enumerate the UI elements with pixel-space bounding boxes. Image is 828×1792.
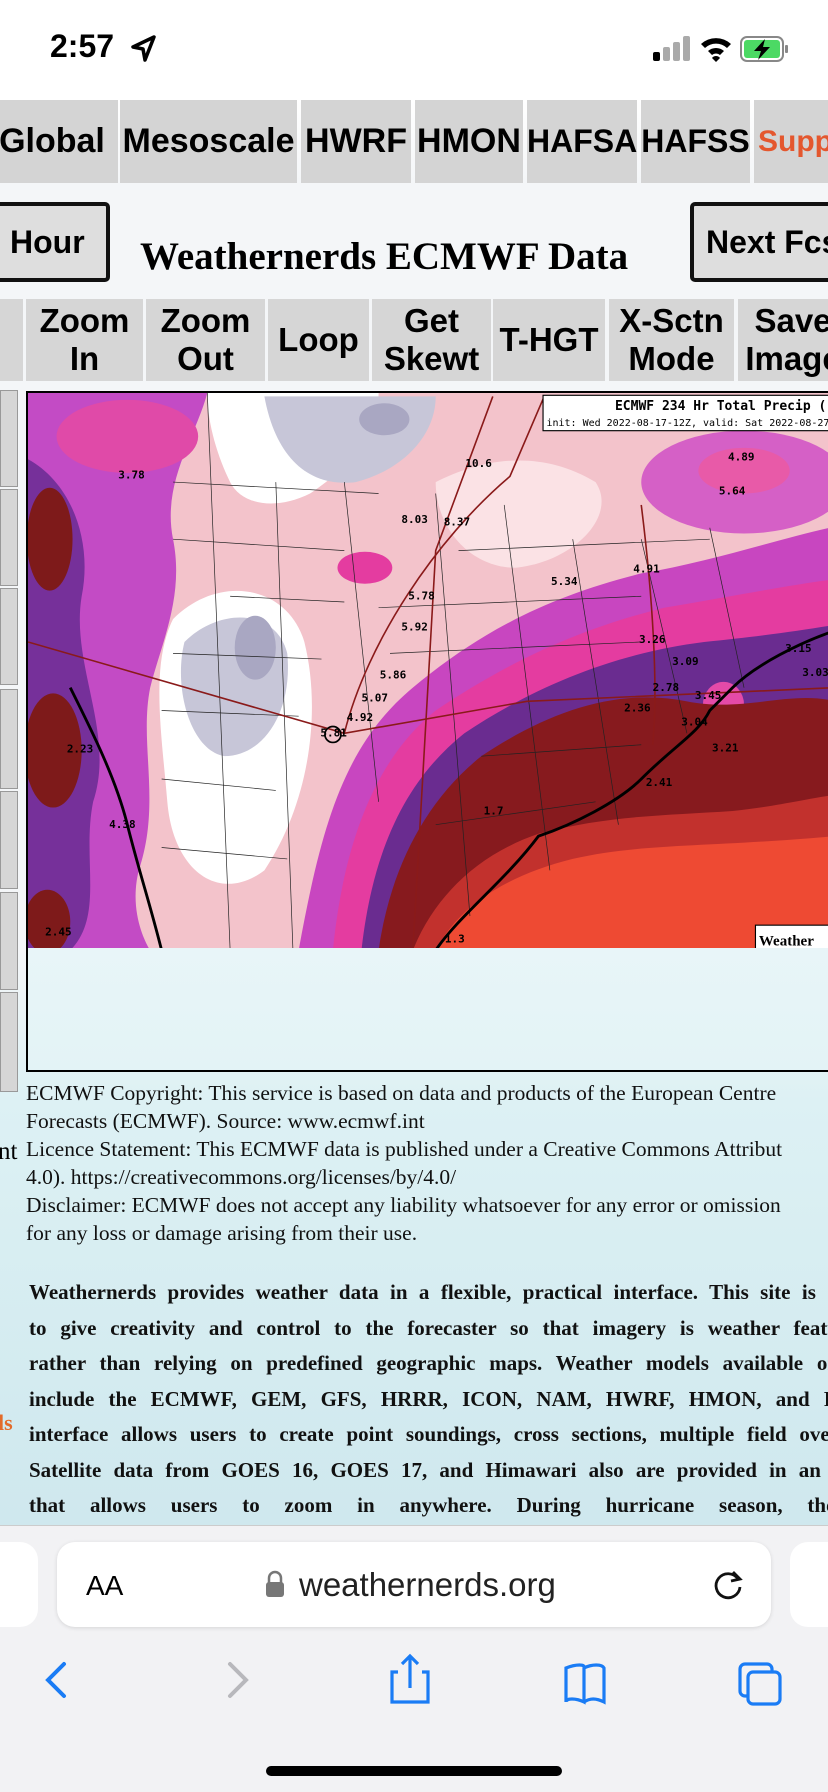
map-value-label: 8.37 (444, 515, 471, 528)
map-value-label: 3.04 (681, 715, 708, 728)
map-value-label: 5.86 (380, 669, 407, 682)
nav-tab[interactable]: Mesoscale (120, 100, 297, 183)
map-value-label: 3.26 (639, 633, 666, 646)
nav-tab[interactable]: HAFSS (641, 100, 750, 183)
nav-tab[interactable]: Supp (754, 100, 828, 183)
forward-button[interactable] (228, 1662, 249, 1698)
map-value-label: 5.81 (320, 727, 347, 740)
side-strip (0, 588, 18, 685)
tabs-button[interactable] (738, 1662, 782, 1706)
side-strip (0, 892, 18, 990)
description-line: that allows users to zoom in anywhere. D… (29, 1493, 828, 1517)
side-strip (0, 689, 18, 789)
map-value-label: 2.23 (67, 743, 94, 756)
nav-tab[interactable]: Global (0, 100, 118, 183)
reload-icon[interactable] (710, 1567, 746, 1603)
back-button[interactable] (45, 1662, 66, 1698)
page-title: Weathernerds ECMWF Data (140, 235, 629, 278)
notice-line: ECMWF Copyright: This service is based o… (26, 1081, 777, 1105)
url[interactable]: weathernerds.org (299, 1566, 556, 1603)
map-value-label: 3.09 (672, 655, 699, 668)
map-value-label: 8.03 (401, 513, 428, 526)
toolbar-button[interactable]: Save Image (738, 299, 828, 381)
map-value-label: 4.38 (109, 818, 136, 831)
notice-line: 4.0). https://creativecommons.org/licens… (26, 1165, 457, 1189)
notice-line: for any loss or damage arising from thei… (26, 1221, 418, 1245)
text-size-button[interactable]: AA (86, 1570, 124, 1601)
map-value-label: 3.21 (712, 742, 739, 755)
nav-tab[interactable]: HMON (415, 100, 523, 183)
map-subtitle: init: Wed 2022-08-17-12Z, valid: Sat 202… (546, 418, 828, 429)
description-line: interface allows users to create point s… (29, 1422, 828, 1446)
side-strip (0, 992, 18, 1092)
status-icons (653, 36, 788, 62)
side-fragment: nt (0, 1138, 18, 1165)
map-value-label: 10.6 (465, 457, 492, 470)
side-strip (0, 791, 18, 889)
toolbar-button[interactable]: Loop (268, 299, 369, 381)
home-indicator (266, 1766, 562, 1776)
description-line: Weathernerds provides weather data in a … (29, 1280, 828, 1304)
map-value-label: 3.45 (695, 689, 722, 702)
description-line: to give creativity and control to the fo… (29, 1315, 828, 1340)
map-value-label: 1.7 (484, 804, 504, 817)
toolbar-button[interactable]: X-Sctn Mode (609, 299, 734, 381)
map-value-label: 1.3 (445, 932, 465, 945)
next-button[interactable]: Next Fcs (690, 202, 828, 282)
map-value-label: 5.92 (401, 621, 428, 634)
map-value-label: 3.78 (118, 469, 145, 482)
clock: 2:57 (50, 28, 115, 64)
map-value-label: 5.07 (361, 691, 388, 704)
map-value-label: 4.89 (728, 450, 755, 463)
map-value-label: 4.91 (633, 562, 660, 575)
toolbar-button[interactable]: Zoom Out (146, 299, 265, 381)
map-watermark: Weather (759, 934, 814, 948)
description-line: include the ECMWF, GEM, GFS, HRRR, ICON,… (29, 1386, 828, 1411)
bookmarks-button[interactable] (564, 1663, 606, 1705)
map-value-label: 5.64 (719, 485, 746, 498)
nav-tab[interactable]: HWRF (301, 100, 411, 183)
map-value-label: 2.36 (624, 702, 651, 715)
side-strip (0, 489, 18, 586)
map-value-label: 3.15 (785, 642, 812, 655)
location-icon (131, 35, 156, 62)
address-bar[interactable] (57, 1542, 771, 1627)
toolbar-button[interactable]: Zoom In (26, 299, 143, 381)
lock-icon (266, 1570, 284, 1597)
notice-line: Licence Statement: This ECMWF data is pu… (26, 1137, 783, 1161)
toolbar-button[interactable]: T-HGT (493, 299, 605, 381)
notice-line: Disclaimer: ECMWF does not accept any li… (26, 1193, 781, 1217)
prev-tab[interactable] (0, 1542, 38, 1627)
map-value-label: 3.03 (802, 666, 828, 679)
side-strip (0, 390, 18, 487)
map-value-label: 5.78 (408, 590, 435, 603)
next-tab[interactable] (790, 1542, 828, 1627)
side-fragment: ls (0, 1410, 13, 1435)
toolbar-icons (45, 1653, 782, 1706)
toolbar-button[interactable] (0, 299, 23, 381)
map-value-label: 2.45 (45, 925, 72, 938)
description-line: Satellite data from GOES 16, GOES 17, an… (29, 1457, 828, 1482)
description-line: rather than relying on predefined geogra… (29, 1351, 828, 1375)
nav-tab[interactable]: HAFSA (527, 100, 637, 183)
notice-line: Forecasts (ECMWF). Source: www.ecmwf.int (26, 1109, 425, 1133)
map-value-label: 5.34 (551, 575, 578, 588)
map-value-label: 2.41 (646, 776, 673, 789)
map-value-label: 4.92 (347, 711, 374, 724)
map: ECMWF 234 Hr Total Precip ( init: Wed 202… (28, 393, 828, 948)
map-title: ECMWF 234 Hr Total Precip ( (615, 399, 826, 414)
share-button[interactable] (390, 1653, 430, 1704)
toolbar-button[interactable]: Get Skewt (372, 299, 491, 381)
map-value-label: 2.78 (653, 681, 680, 694)
prev-button[interactable]: Hour (0, 202, 110, 282)
